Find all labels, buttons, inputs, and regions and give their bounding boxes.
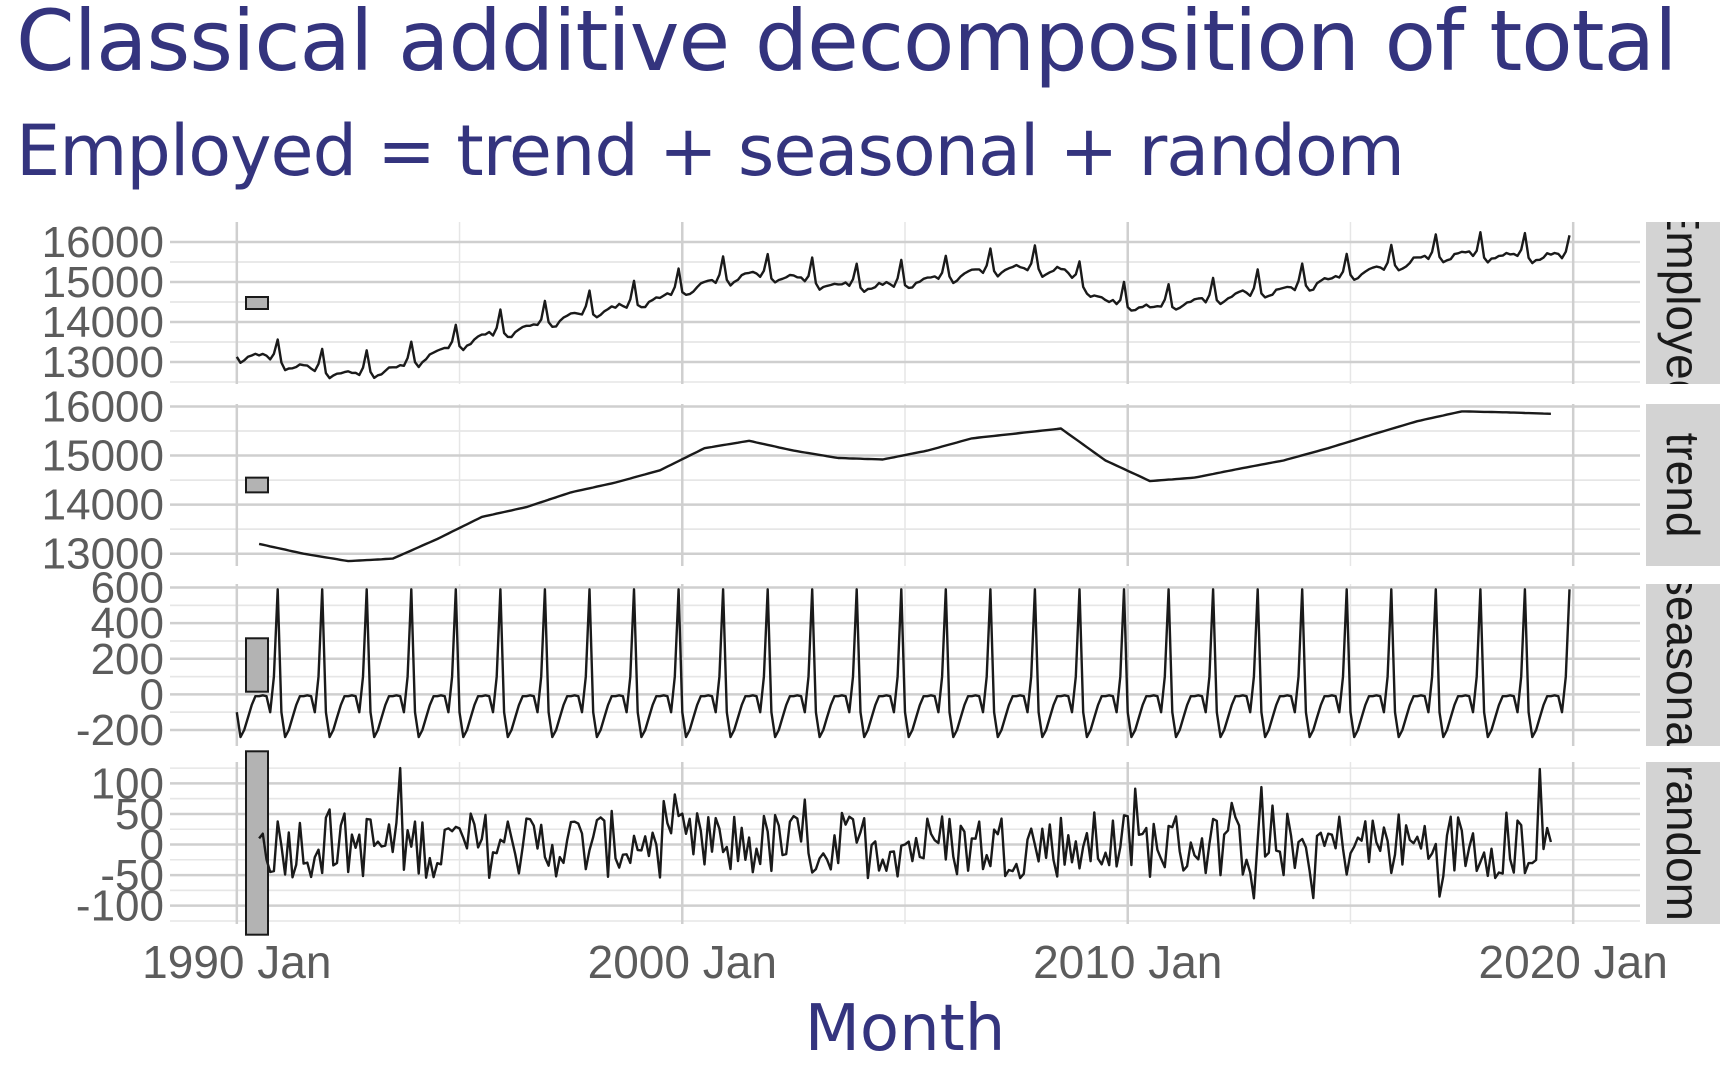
strip-trend: trend	[1646, 404, 1720, 566]
strip-label: Employed	[1657, 201, 1709, 406]
y-tick-label: 16000	[42, 218, 164, 267]
strip-employed: Employed	[1646, 201, 1720, 406]
y-tick-label: 50	[115, 790, 164, 839]
scale-bar	[245, 296, 269, 310]
y-tick-label: 0	[140, 670, 164, 719]
x-tick-label: 2010 Jan	[1033, 936, 1222, 988]
y-tick-label: 13000	[42, 338, 164, 387]
x-tick-label: 1990 Jan	[142, 936, 331, 988]
y-tick-label: 13000	[42, 530, 164, 579]
chart-title: Classical additive decomposition of tota…	[16, 0, 1677, 90]
scale-bar	[245, 750, 269, 936]
y-tick-label: -200	[76, 706, 164, 755]
series-line-seasonal	[235, 588, 1571, 739]
y-tick-label: -100	[76, 882, 164, 931]
y-tick-label: 14000	[42, 481, 164, 530]
y-tick-label: 0	[140, 821, 164, 870]
y-tick-label: 100	[91, 759, 164, 808]
chart-subtitle: Employed = trend + seasonal + random	[16, 110, 1405, 192]
series-line-random	[258, 766, 1553, 900]
series-line-trend	[258, 410, 1551, 563]
strip-background	[1646, 762, 1720, 924]
y-tick-label: -50	[100, 851, 164, 900]
strip-background	[1646, 404, 1720, 566]
strip-random: random	[1646, 762, 1720, 924]
x-tick-label: 2020 Jan	[1479, 936, 1668, 988]
strip-label: random	[1657, 765, 1709, 921]
y-tick-label: 200	[91, 635, 164, 684]
strip-label: seasonal	[1657, 573, 1709, 757]
y-tick-label: 14000	[42, 298, 164, 347]
strip-seasonal: seasonal	[1646, 573, 1720, 757]
x-axis-title: Month	[805, 992, 1006, 1066]
series-line-employed	[235, 231, 1571, 380]
strip-background	[1646, 584, 1720, 746]
y-tick-label: 400	[91, 599, 164, 648]
y-tick-label: 600	[91, 564, 164, 613]
y-tick-label: 15000	[42, 258, 164, 307]
scale-bar	[245, 637, 269, 693]
y-tick-label: 16000	[42, 382, 164, 431]
x-tick-label: 2000 Jan	[588, 936, 777, 988]
strip-background	[1646, 222, 1720, 384]
y-tick-label: 15000	[42, 432, 164, 481]
scale-bar	[245, 476, 269, 494]
strip-label: trend	[1657, 433, 1709, 538]
